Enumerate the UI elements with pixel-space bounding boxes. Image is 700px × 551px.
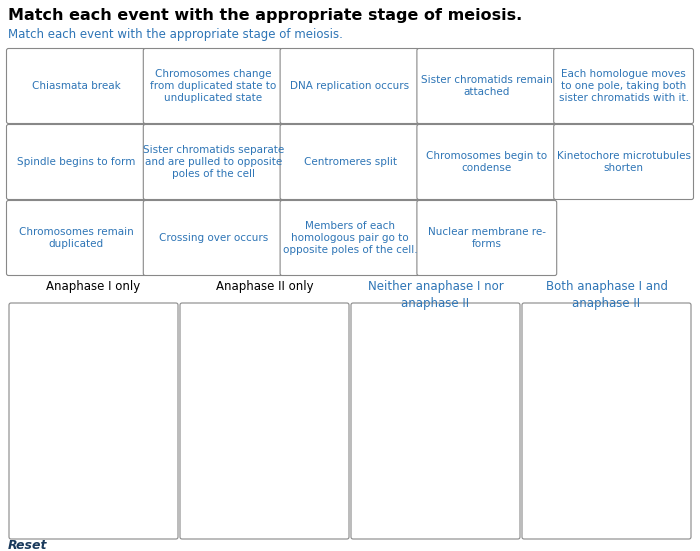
FancyBboxPatch shape xyxy=(280,48,420,123)
Text: Chromosomes change
from duplicated state to
unduplicated state: Chromosomes change from duplicated state… xyxy=(150,69,276,104)
Text: DNA replication occurs: DNA replication occurs xyxy=(290,81,410,91)
Text: Chiasmata break: Chiasmata break xyxy=(32,81,121,91)
FancyBboxPatch shape xyxy=(417,125,556,199)
FancyBboxPatch shape xyxy=(554,48,694,123)
Text: Kinetochore microtubules
shorten: Kinetochore microtubules shorten xyxy=(556,151,691,173)
Text: Crossing over occurs: Crossing over occurs xyxy=(159,233,268,243)
Text: Both anaphase I and
anaphase II: Both anaphase I and anaphase II xyxy=(545,280,668,310)
FancyBboxPatch shape xyxy=(280,125,420,199)
Text: Reset: Reset xyxy=(8,539,48,551)
FancyBboxPatch shape xyxy=(144,201,283,276)
FancyBboxPatch shape xyxy=(6,125,146,199)
FancyBboxPatch shape xyxy=(144,125,283,199)
FancyBboxPatch shape xyxy=(554,125,694,199)
FancyBboxPatch shape xyxy=(417,201,556,276)
Text: Sister chromatids separate
and are pulled to opposite
poles of the cell: Sister chromatids separate and are pulle… xyxy=(143,144,284,180)
FancyBboxPatch shape xyxy=(280,201,420,276)
Text: Sister chromatids remain
attached: Sister chromatids remain attached xyxy=(421,75,553,97)
Text: Chromosomes begin to
condense: Chromosomes begin to condense xyxy=(426,151,547,173)
FancyBboxPatch shape xyxy=(6,48,146,123)
FancyBboxPatch shape xyxy=(522,303,691,539)
Text: Nuclear membrane re-
forms: Nuclear membrane re- forms xyxy=(428,227,546,249)
FancyBboxPatch shape xyxy=(9,303,178,539)
Text: Chromosomes remain
duplicated: Chromosomes remain duplicated xyxy=(19,227,134,249)
Text: Anaphase II only: Anaphase II only xyxy=(216,280,314,293)
Text: Centromeres split: Centromeres split xyxy=(304,157,396,167)
FancyBboxPatch shape xyxy=(144,48,283,123)
Text: Anaphase I only: Anaphase I only xyxy=(46,280,141,293)
FancyBboxPatch shape xyxy=(6,201,146,276)
Text: Neither anaphase I nor
anaphase II: Neither anaphase I nor anaphase II xyxy=(368,280,503,310)
Text: Spindle begins to form: Spindle begins to form xyxy=(18,157,136,167)
FancyBboxPatch shape xyxy=(351,303,520,539)
Text: Match each event with the appropriate stage of meiosis.: Match each event with the appropriate st… xyxy=(8,8,522,23)
Text: Match each event with the appropriate stage of meiosis.: Match each event with the appropriate st… xyxy=(8,28,343,41)
FancyBboxPatch shape xyxy=(180,303,349,539)
FancyBboxPatch shape xyxy=(417,48,556,123)
Text: Members of each
homologous pair go to
opposite poles of the cell.: Members of each homologous pair go to op… xyxy=(283,220,417,256)
Text: Each homologue moves
to one pole, taking both
sister chromatids with it.: Each homologue moves to one pole, taking… xyxy=(559,69,689,104)
